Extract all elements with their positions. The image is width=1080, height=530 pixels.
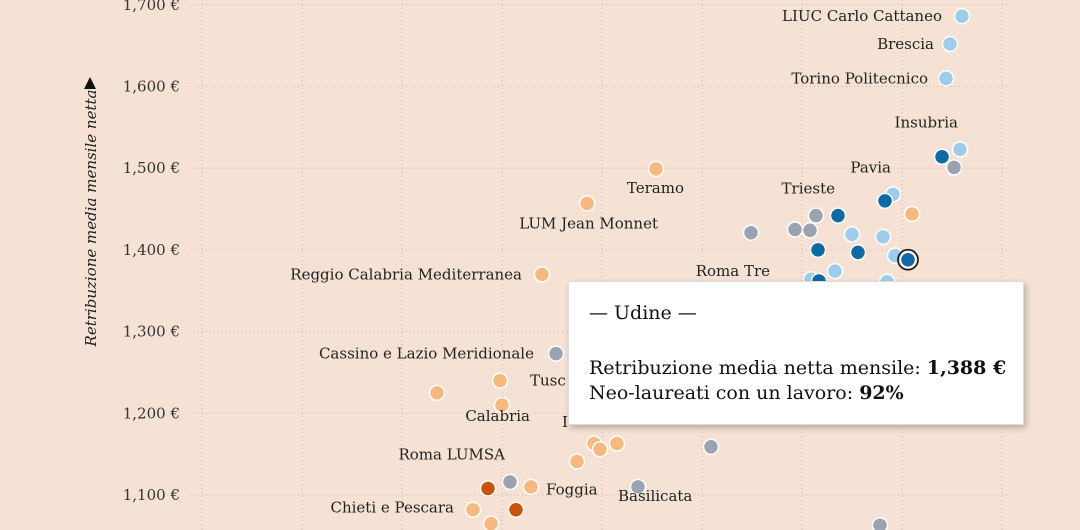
data-point	[871, 516, 889, 530]
point-label: Tusc	[530, 372, 566, 390]
data-point	[826, 262, 844, 280]
data-point	[482, 515, 500, 530]
highlight-ring	[897, 248, 919, 271]
tooltip-employed-label: Neo-laureati con un lavoro:	[589, 382, 860, 404]
tooltip-title: — Udine —	[589, 302, 697, 324]
data-point	[951, 141, 969, 158]
tooltip-employed-value: 92%	[859, 382, 904, 404]
data-point	[507, 501, 525, 518]
data-point	[899, 251, 917, 268]
data-point	[629, 478, 647, 496]
data-point	[876, 192, 894, 210]
data-point	[945, 159, 963, 176]
point-label: Roma Tre	[696, 262, 770, 280]
y-tick-label: 1,200 €	[123, 404, 180, 422]
y-tick-label: 1,300 €	[123, 323, 180, 341]
point-label-partial: I	[562, 413, 568, 431]
data-point	[742, 224, 760, 241]
tooltip-salary-label: Retribuzione media netta mensile:	[589, 357, 927, 379]
point-label: Reggio Calabria Mediterranea	[290, 265, 522, 283]
data-point	[491, 372, 509, 389]
data-point	[933, 148, 951, 166]
point-label: Insubria	[895, 113, 959, 131]
data-point	[786, 221, 804, 238]
tooltip-salary-value: 1,388 €	[926, 357, 1007, 379]
data-point	[464, 501, 482, 518]
data-point	[953, 7, 971, 25]
data-point	[903, 205, 921, 223]
point-label: Chieti e Pescara	[330, 499, 454, 517]
data-point	[801, 222, 819, 239]
y-axis-arrow-icon	[84, 77, 96, 89]
point-label: Cassino e Lazio Meridionale	[319, 345, 534, 363]
data-point	[608, 435, 626, 452]
tooltip: — Udine — Retribuzione media netta mensi…	[568, 281, 1024, 425]
data-point	[809, 241, 827, 259]
y-axis-title: Retribuzione media mensile netta	[82, 90, 100, 348]
point-label: Basilicata	[618, 487, 692, 505]
data-point	[849, 244, 867, 261]
y-tick-label: 1,100 €	[123, 486, 180, 504]
data-point	[533, 266, 551, 283]
data-point	[547, 345, 565, 362]
point-label: Trieste	[782, 180, 836, 198]
point-label: Brescia	[877, 35, 934, 53]
y-tick-label: 1,500 €	[123, 159, 180, 177]
point-label: Roma LUMSA	[398, 446, 505, 464]
data-point	[479, 480, 497, 497]
point-label: Torino Politecnico	[791, 69, 928, 87]
tooltip-employed: Neo-laureati con un lavoro: 92%	[589, 382, 904, 404]
y-tick-label: 1,400 €	[123, 241, 180, 259]
point-label: LUM Jean Monnet	[519, 214, 658, 232]
data-point	[874, 228, 892, 246]
data-point	[829, 207, 847, 224]
point-label: Pavia	[850, 158, 891, 176]
data-point	[591, 440, 609, 458]
data-point	[941, 35, 959, 53]
point-label: Foggia	[546, 480, 598, 498]
point-label: LIUC Carlo Cattaneo	[782, 7, 942, 25]
data-point	[522, 478, 540, 496]
data-point	[578, 195, 596, 212]
data-point	[493, 396, 511, 414]
point-label: Teramo	[627, 179, 684, 197]
data-point	[647, 160, 665, 178]
data-point	[702, 438, 720, 456]
data-point	[807, 207, 825, 224]
data-point	[428, 384, 446, 402]
tooltip-salary: Retribuzione media netta mensile: 1,388 …	[589, 357, 1006, 379]
point-label: Calabria	[465, 407, 530, 425]
y-tick-label: 1,600 €	[123, 78, 180, 96]
data-point	[843, 226, 861, 243]
y-tick-label: 1,700 €	[123, 0, 180, 14]
data-point	[568, 453, 586, 470]
data-point	[937, 70, 955, 87]
data-point	[501, 473, 519, 491]
